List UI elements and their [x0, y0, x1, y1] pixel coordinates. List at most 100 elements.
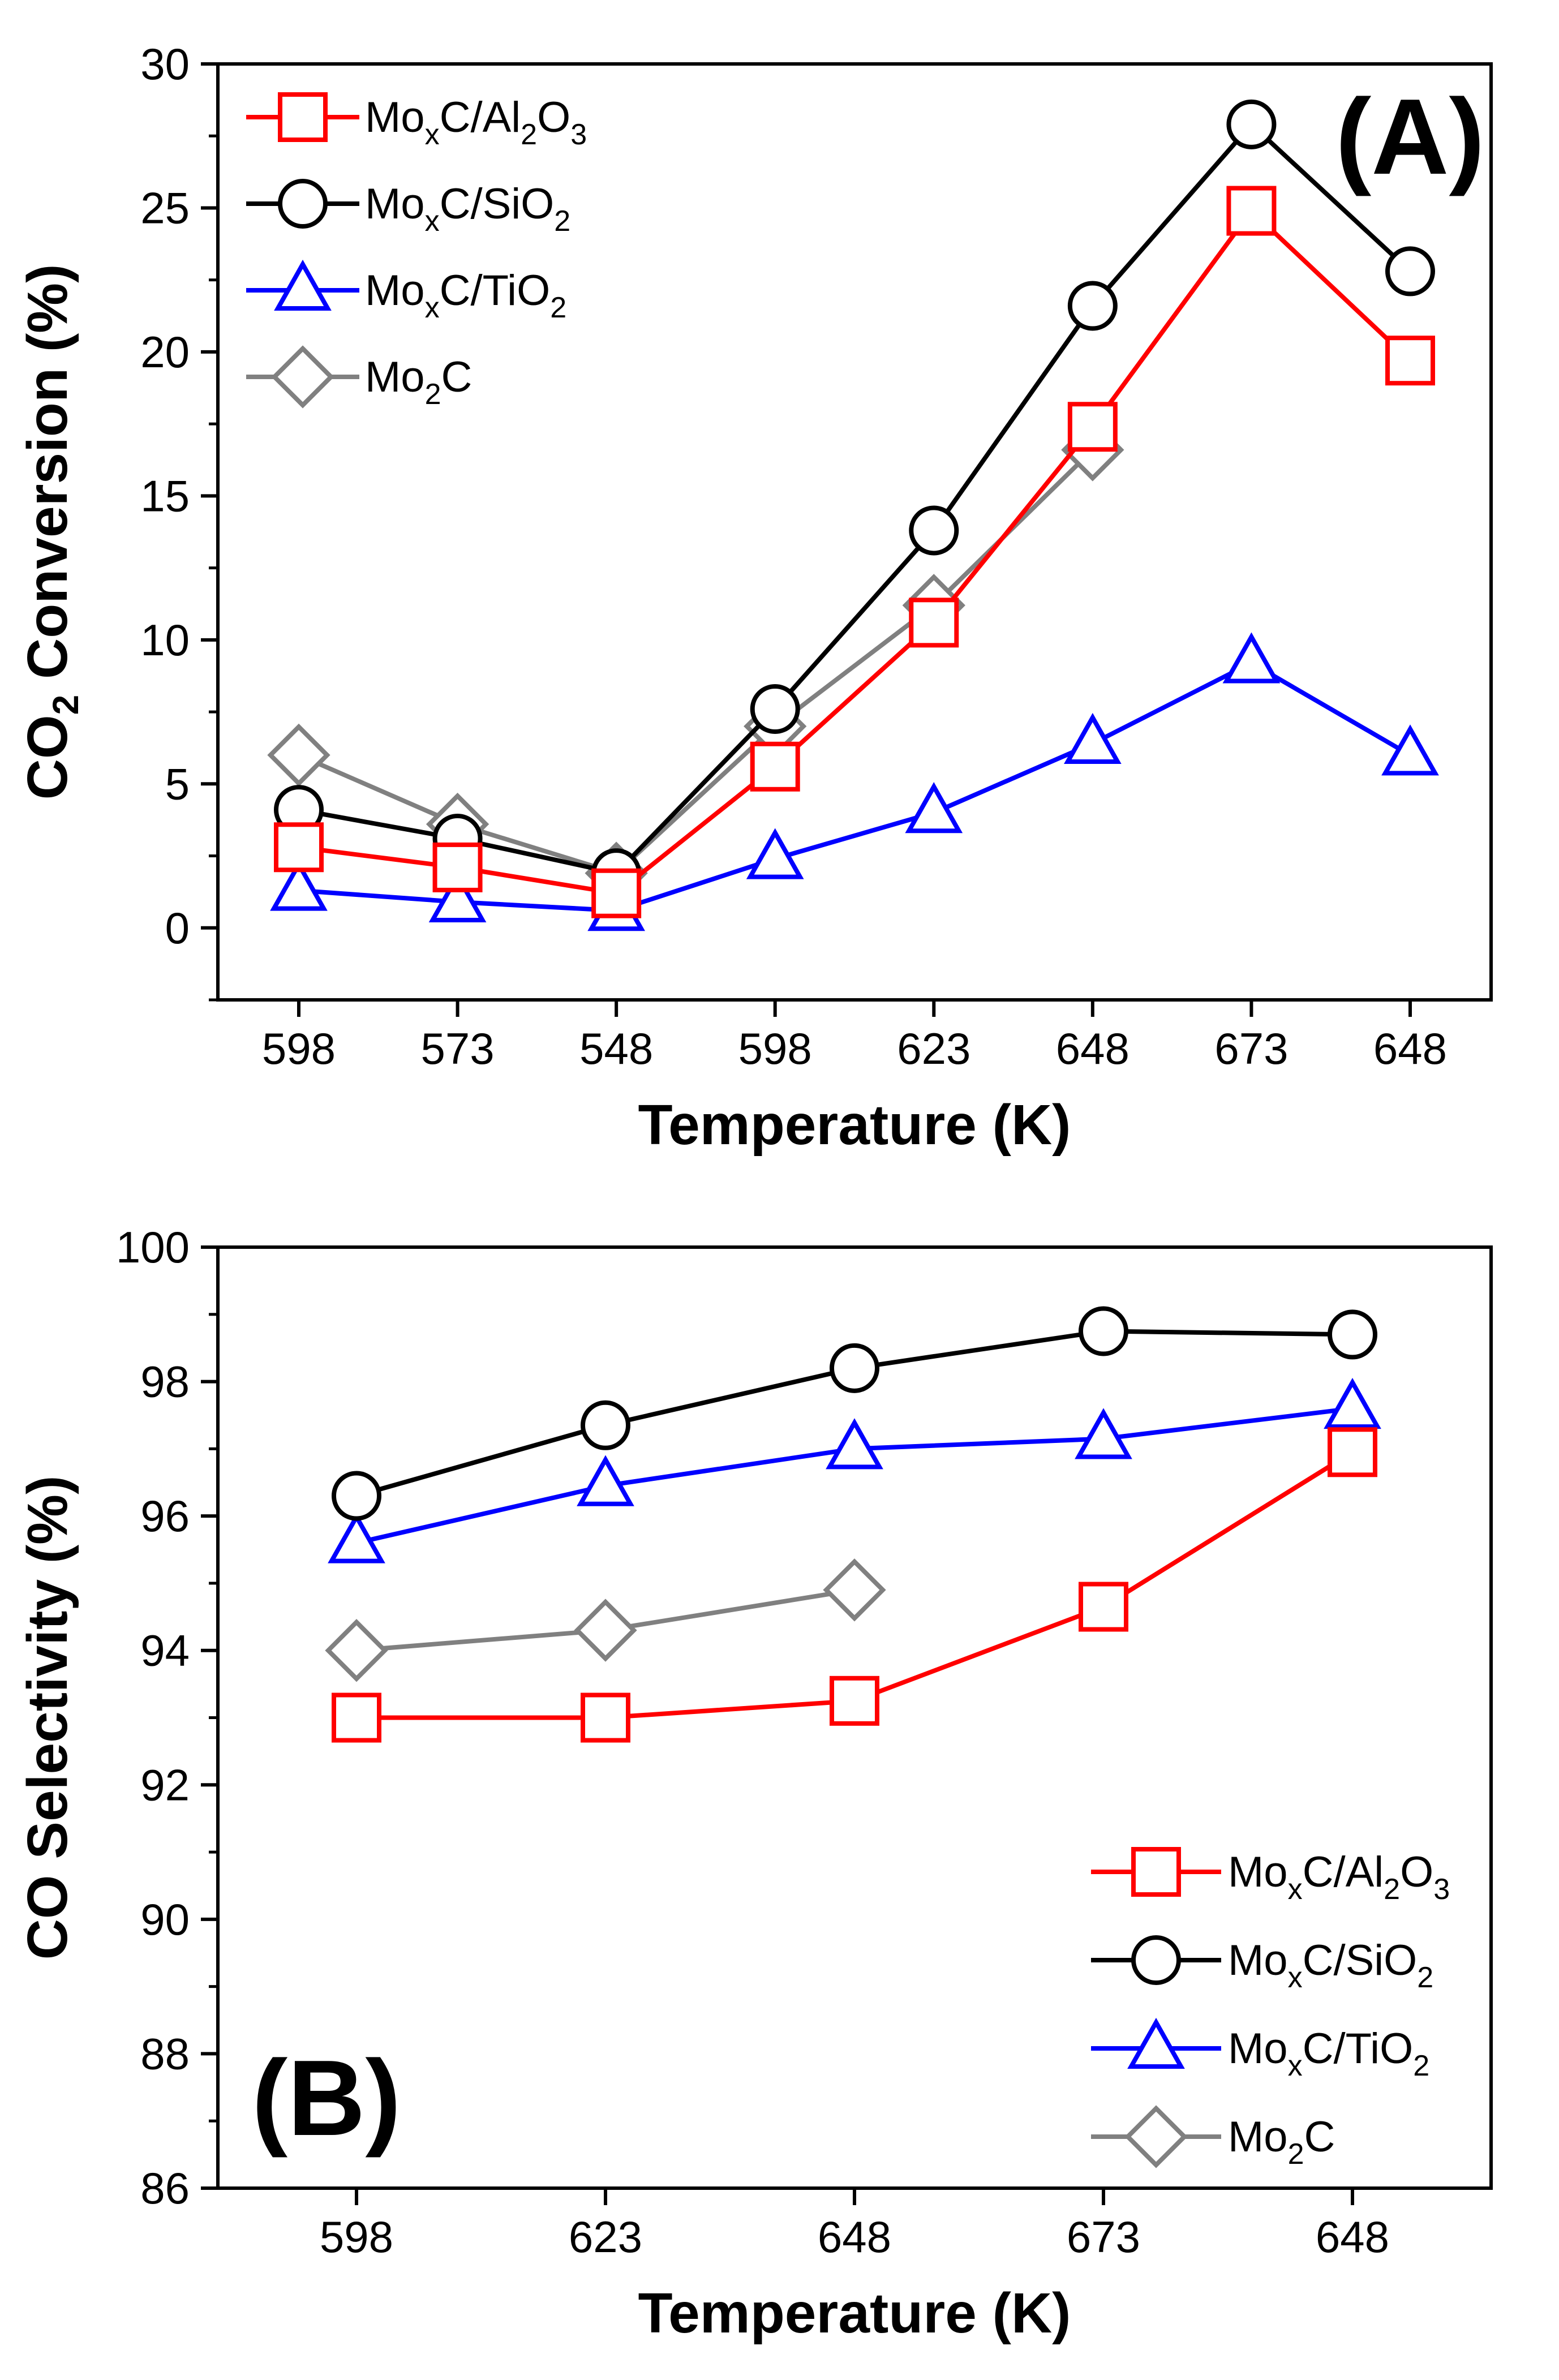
panel-tag-a: (A) — [1335, 77, 1485, 197]
y-tick-label: 15 — [140, 471, 190, 521]
y-tick-label: 10 — [140, 615, 190, 665]
legend-a: Mox​C/Al2​O3​ Mox​C/SiO2​ Mox​C/TiO2​ Mo2​C — [246, 92, 587, 411]
x-tick-label: 648 — [1056, 1024, 1129, 1073]
legend-label-part: Mo — [365, 93, 425, 141]
data-point-mo2c — [574, 1599, 637, 1662]
data-point-moxc-tio2 — [1064, 712, 1122, 764]
data-point-moxc-al2o3 — [750, 741, 800, 792]
data-point-moxc-tio2 — [1324, 1377, 1381, 1429]
data-point-moxc-al2o3 — [1385, 336, 1435, 386]
legend-label-part: 3 — [570, 118, 587, 151]
data-point-moxc-al2o3 — [830, 1676, 879, 1726]
x-tick-label: 623 — [897, 1024, 970, 1073]
series-moxc-sio2 — [332, 1306, 1377, 1521]
legend-label-part: 2 — [1417, 1961, 1433, 1994]
legend-label-part: x — [425, 205, 440, 238]
legend-item-moxc-sio2: Mox​C/SiO2​ — [1091, 1935, 1433, 1994]
x-tick-label: 548 — [579, 1024, 653, 1073]
series-line-moxc-sio2 — [298, 121, 1412, 876]
data-point-moxc-al2o3 — [591, 868, 642, 918]
legend-label-part: 2 — [425, 378, 441, 411]
x-tick-label: 598 — [262, 1024, 336, 1073]
plot-frame-a — [216, 62, 1493, 1002]
x-tick-label: 648 — [818, 2212, 891, 2262]
legend-label-part: Mo — [365, 180, 425, 228]
data-point-moxc-tio2 — [328, 1512, 385, 1563]
legend-label-part: x — [1288, 1873, 1303, 1906]
panel-b-selectivity-chart: 86 88 90 92 94 96 98 100 598 623 648 673 648 Temperat… — [16, 1222, 1493, 2345]
legend-item-moxc-al2o3: Mox​C/Al2​O3​ — [1091, 1847, 1450, 1906]
legend-label-part: C/SiO — [1303, 1936, 1418, 1984]
y-tick-label: 30 — [140, 39, 190, 89]
data-point-moxc-tio2 — [577, 1455, 634, 1506]
data-point-moxc-tio2 — [905, 782, 963, 834]
panel-a-conversion-chart: 0 5 10 15 20 25 30 598 573 548 598 623 648 673 648 Temp… — [16, 39, 1493, 1157]
data-point-moxc-al2o3 — [1328, 1427, 1377, 1477]
data-point-mo2c — [267, 723, 330, 787]
series-moxc-al2o3 — [274, 186, 1435, 918]
data-point-moxc-tio2 — [746, 828, 804, 879]
series-line-moxc-al2o3 — [298, 207, 1412, 896]
legend-b: Mox​C/Al2​O3​ Mox​C/SiO2​ Mox​C/TiO2​ Mo2​C — [1091, 1847, 1450, 2171]
y-tick-label: 0 — [165, 903, 190, 953]
legend-label-part: C/Al — [1303, 1848, 1384, 1896]
data-point-moxc-al2o3 — [909, 598, 959, 648]
legend-label-moxc-al2o3: Mox​C/Al2​O3​ — [365, 93, 587, 151]
legend-label-mo2c: Mo2​C — [1228, 2113, 1335, 2171]
x-tick-label: 648 — [1316, 2212, 1389, 2262]
legend-label-part: C/TiO — [440, 267, 551, 315]
y-axis-title-part: Conversion (%) — [16, 264, 79, 695]
legend-marker-moxc-sio2 — [278, 179, 328, 229]
data-point-moxc-tio2 — [1222, 632, 1281, 684]
legend-label-part: O — [537, 93, 570, 141]
legend-label-part: Mo — [365, 353, 425, 401]
data-point-moxc-tio2 — [270, 860, 328, 911]
data-point-moxc-sio2 — [581, 1400, 630, 1450]
legend-label-part: 2 — [1413, 2050, 1429, 2082]
data-point-mo2c — [325, 1619, 388, 1682]
y-tick-label: 5 — [165, 759, 190, 809]
series-moxc-tio2 — [328, 1377, 1381, 1563]
x-axis-title: Temperature (K) — [638, 1093, 1071, 1157]
data-point-moxc-sio2 — [830, 1343, 879, 1393]
legend-label-part: x — [1288, 2050, 1303, 2082]
data-point-moxc-sio2 — [1385, 246, 1435, 297]
data-point-moxc-sio2 — [1079, 1306, 1128, 1356]
legend-label-part: O — [1400, 1848, 1433, 1896]
data-point-moxc-sio2 — [1067, 281, 1118, 331]
data-point-moxc-sio2 — [909, 505, 959, 556]
legend-label-part: Mo — [1228, 1936, 1288, 1984]
panel-tag-b: (B) — [252, 2038, 401, 2158]
y-axis-title-part: 2 — [45, 695, 86, 715]
legend-label-part: 3 — [1433, 1873, 1450, 1906]
data-point-moxc-al2o3 — [332, 1692, 381, 1743]
legend-item-mo2c: Mo2​C — [1091, 2105, 1335, 2171]
legend-marker-moxc-tio2 — [274, 259, 332, 311]
legend-label-part: 2 — [1384, 1873, 1400, 1906]
data-point-moxc-al2o3 — [1079, 1582, 1128, 1632]
y-axis-title-part: CO — [16, 715, 79, 800]
y-tick-label: 94 — [140, 1626, 190, 1676]
legend-label-moxc-tio2: Mox​C/TiO2​ — [1228, 2025, 1429, 2082]
legend-marker-moxc-al2o3 — [278, 92, 328, 142]
x-tick-label: 598 — [320, 2212, 393, 2262]
legend-marker-moxc-al2o3 — [1131, 1847, 1181, 1897]
data-point-moxc-tio2 — [826, 1418, 883, 1470]
legend-label-part: C/SiO — [440, 180, 555, 228]
y-axis-title: CO Selectivity (%) — [16, 1476, 79, 1960]
legend-label-moxc-tio2: Mox​C/TiO2​ — [365, 267, 566, 324]
data-point-moxc-sio2 — [1328, 1309, 1377, 1360]
y-tick-label: 100 — [116, 1222, 190, 1272]
legend-item-moxc-al2o3: Mox​C/Al2​O3​ — [246, 92, 587, 151]
x-tick-label: 573 — [421, 1024, 495, 1073]
y-tick-label: 86 — [140, 2163, 190, 2213]
x-tick-label: 598 — [738, 1024, 812, 1073]
legend-label-part: C — [441, 353, 473, 401]
legend-label-part: x — [1288, 1961, 1303, 1994]
legend-item-mo2c: Mo2​C — [246, 345, 473, 411]
y-tick-label: 25 — [140, 183, 190, 233]
legend-label-part: 2 — [550, 291, 566, 324]
legend-label-part: Mo — [365, 267, 425, 315]
